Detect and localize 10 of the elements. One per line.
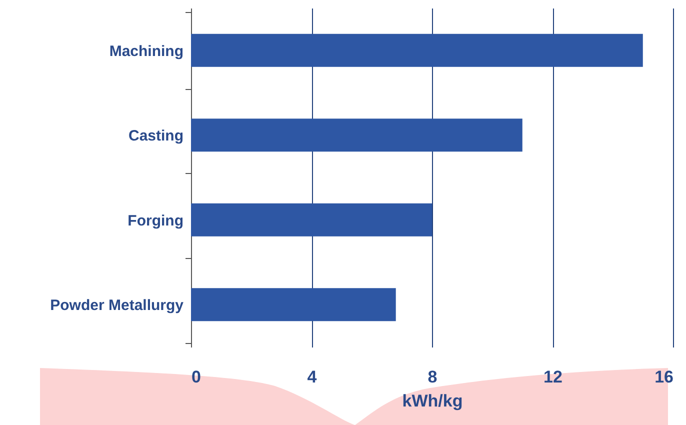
x-tick-label: 4 [307, 368, 318, 386]
x-tick-label: 0 [192, 368, 201, 386]
x-tick-label: 8 [428, 368, 438, 386]
x-axis-title: kWh/kg [402, 392, 463, 410]
y-tick-label: Casting [128, 128, 184, 145]
y-tick-label: Machining [109, 42, 184, 60]
y-tick-label: Powder Metallurgy [50, 297, 184, 314]
x-tick-label: 16 [654, 368, 674, 386]
y-tick-label: Forging [128, 212, 184, 230]
x-tick-label: 12 [544, 368, 562, 386]
